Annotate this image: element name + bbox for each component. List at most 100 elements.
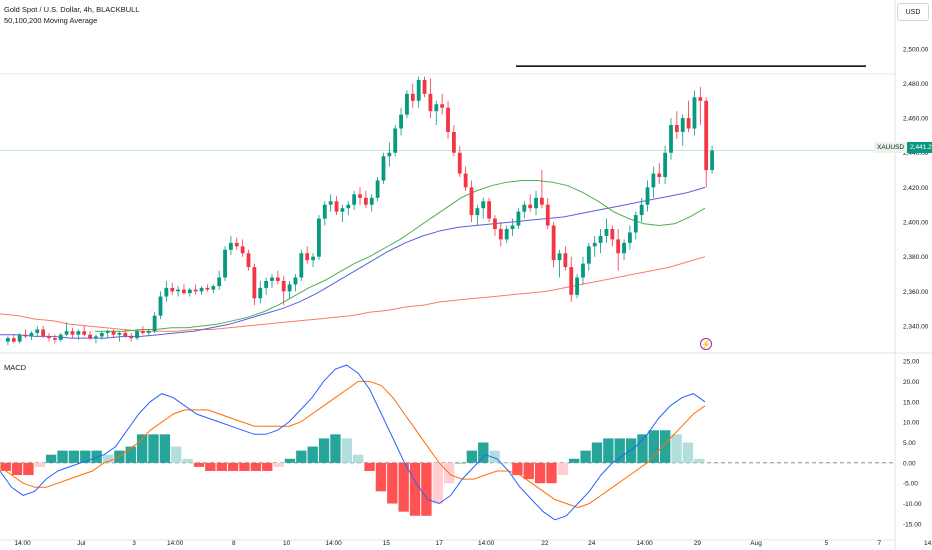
- candle-body: [563, 253, 568, 268]
- candle-body: [446, 107, 450, 132]
- candle: [317, 215, 321, 261]
- macd-histogram-bar: [591, 442, 603, 463]
- candle-body: [352, 194, 357, 205]
- macd-histogram-bar: [387, 462, 398, 504]
- candle: [651, 166, 656, 198]
- candle-body: [399, 114, 403, 129]
- candle: [217, 270, 222, 290]
- macd-histogram-bar: [353, 454, 364, 463]
- macd-histogram-bar: [375, 462, 387, 492]
- candle: [340, 204, 345, 223]
- candle-body: [410, 93, 415, 101]
- candle-body: [674, 125, 679, 132]
- candle-body: [334, 201, 339, 212]
- candle: [129, 332, 134, 342]
- candle: [211, 284, 216, 294]
- macd-tick-label: -15.00: [903, 521, 922, 528]
- candle: [99, 331, 104, 340]
- candle-body: [340, 208, 345, 212]
- candle: [299, 249, 304, 281]
- candle: [551, 222, 556, 268]
- macd-histogram-bar: [398, 462, 409, 512]
- candle-body: [481, 201, 486, 209]
- candle: [199, 286, 204, 295]
- candle-body: [211, 286, 216, 290]
- candle-body: [170, 287, 175, 292]
- time-tick-label: 29: [694, 540, 702, 547]
- candle: [275, 270, 280, 285]
- macd-histogram-bar: [34, 462, 45, 467]
- macd-histogram-bar: [580, 450, 591, 463]
- candle: [704, 97, 709, 188]
- candle: [111, 329, 116, 339]
- candle-body: [99, 332, 104, 337]
- candle: [510, 218, 515, 236]
- candle: [334, 196, 339, 216]
- candle: [475, 204, 480, 226]
- candle: [94, 334, 98, 344]
- candle-body: [375, 180, 380, 198]
- candle-body: [434, 104, 439, 112]
- currency-button[interactable]: USD: [897, 3, 929, 21]
- candle-body: [686, 118, 691, 129]
- candle: [539, 170, 544, 209]
- ma50-line: [95, 180, 706, 332]
- candle: [123, 329, 128, 339]
- macd-histogram-bar: [102, 454, 114, 463]
- candle: [692, 90, 697, 136]
- candle-body: [234, 242, 239, 247]
- candle-body: [569, 267, 574, 295]
- candle-body: [469, 187, 474, 216]
- candle: [328, 194, 333, 212]
- candle-body: [534, 197, 538, 209]
- time-tick-label: 3: [132, 540, 136, 547]
- candle-body: [657, 173, 662, 178]
- candle: [610, 225, 615, 247]
- candle-body: [358, 194, 362, 198]
- candle: [346, 201, 351, 216]
- macd-tick-label: 5.00: [903, 440, 916, 447]
- candle-body: [680, 118, 685, 132]
- candle-body: [498, 228, 503, 240]
- candle-body: [669, 125, 673, 153]
- candle: [58, 332, 63, 342]
- candle: [6, 336, 10, 346]
- candle: [193, 284, 198, 295]
- candle-body: [41, 329, 46, 337]
- time-tick-label: 24: [588, 540, 596, 547]
- time-tick-label: 8: [232, 540, 236, 547]
- macd-tick-label: -10.00: [903, 501, 922, 508]
- candle-body: [223, 249, 227, 278]
- price-axis: 2,340.00 2,360.00 2,380.00 2,400.00 2,420.00…: [14, 46, 932, 547]
- macd-histogram-bar: [227, 462, 239, 471]
- candle-body: [322, 204, 327, 219]
- candle: [76, 329, 81, 340]
- candle-body: [187, 289, 192, 294]
- candle-body: [29, 332, 34, 337]
- price-tick-label: 2,480.00: [903, 81, 929, 88]
- macd-histogram-bar: [159, 434, 171, 463]
- candle-body: [510, 225, 515, 229]
- candle-body: [493, 218, 497, 229]
- candle-body: [663, 152, 668, 178]
- candle: [592, 235, 597, 257]
- candle-body: [246, 253, 251, 268]
- price-tick-label: 2,400.00: [903, 220, 929, 227]
- candle: [628, 225, 632, 250]
- macd-tick-label: 15.00: [903, 399, 920, 406]
- candle: [534, 190, 538, 216]
- candle-body: [610, 228, 615, 240]
- price-tag-symbol: XAUUSD: [874, 142, 908, 153]
- candle: [369, 194, 374, 212]
- time-tick-label: 14:00: [167, 540, 184, 547]
- macd-histogram-bar: [569, 458, 580, 463]
- candle: [287, 280, 292, 299]
- candle: [657, 163, 662, 184]
- candle-body: [692, 97, 697, 129]
- candle-body: [451, 131, 456, 153]
- macd-histogram-bar: [557, 462, 569, 476]
- macd-histogram-bar: [614, 438, 625, 463]
- lightning-icon[interactable]: ⚡: [700, 338, 712, 350]
